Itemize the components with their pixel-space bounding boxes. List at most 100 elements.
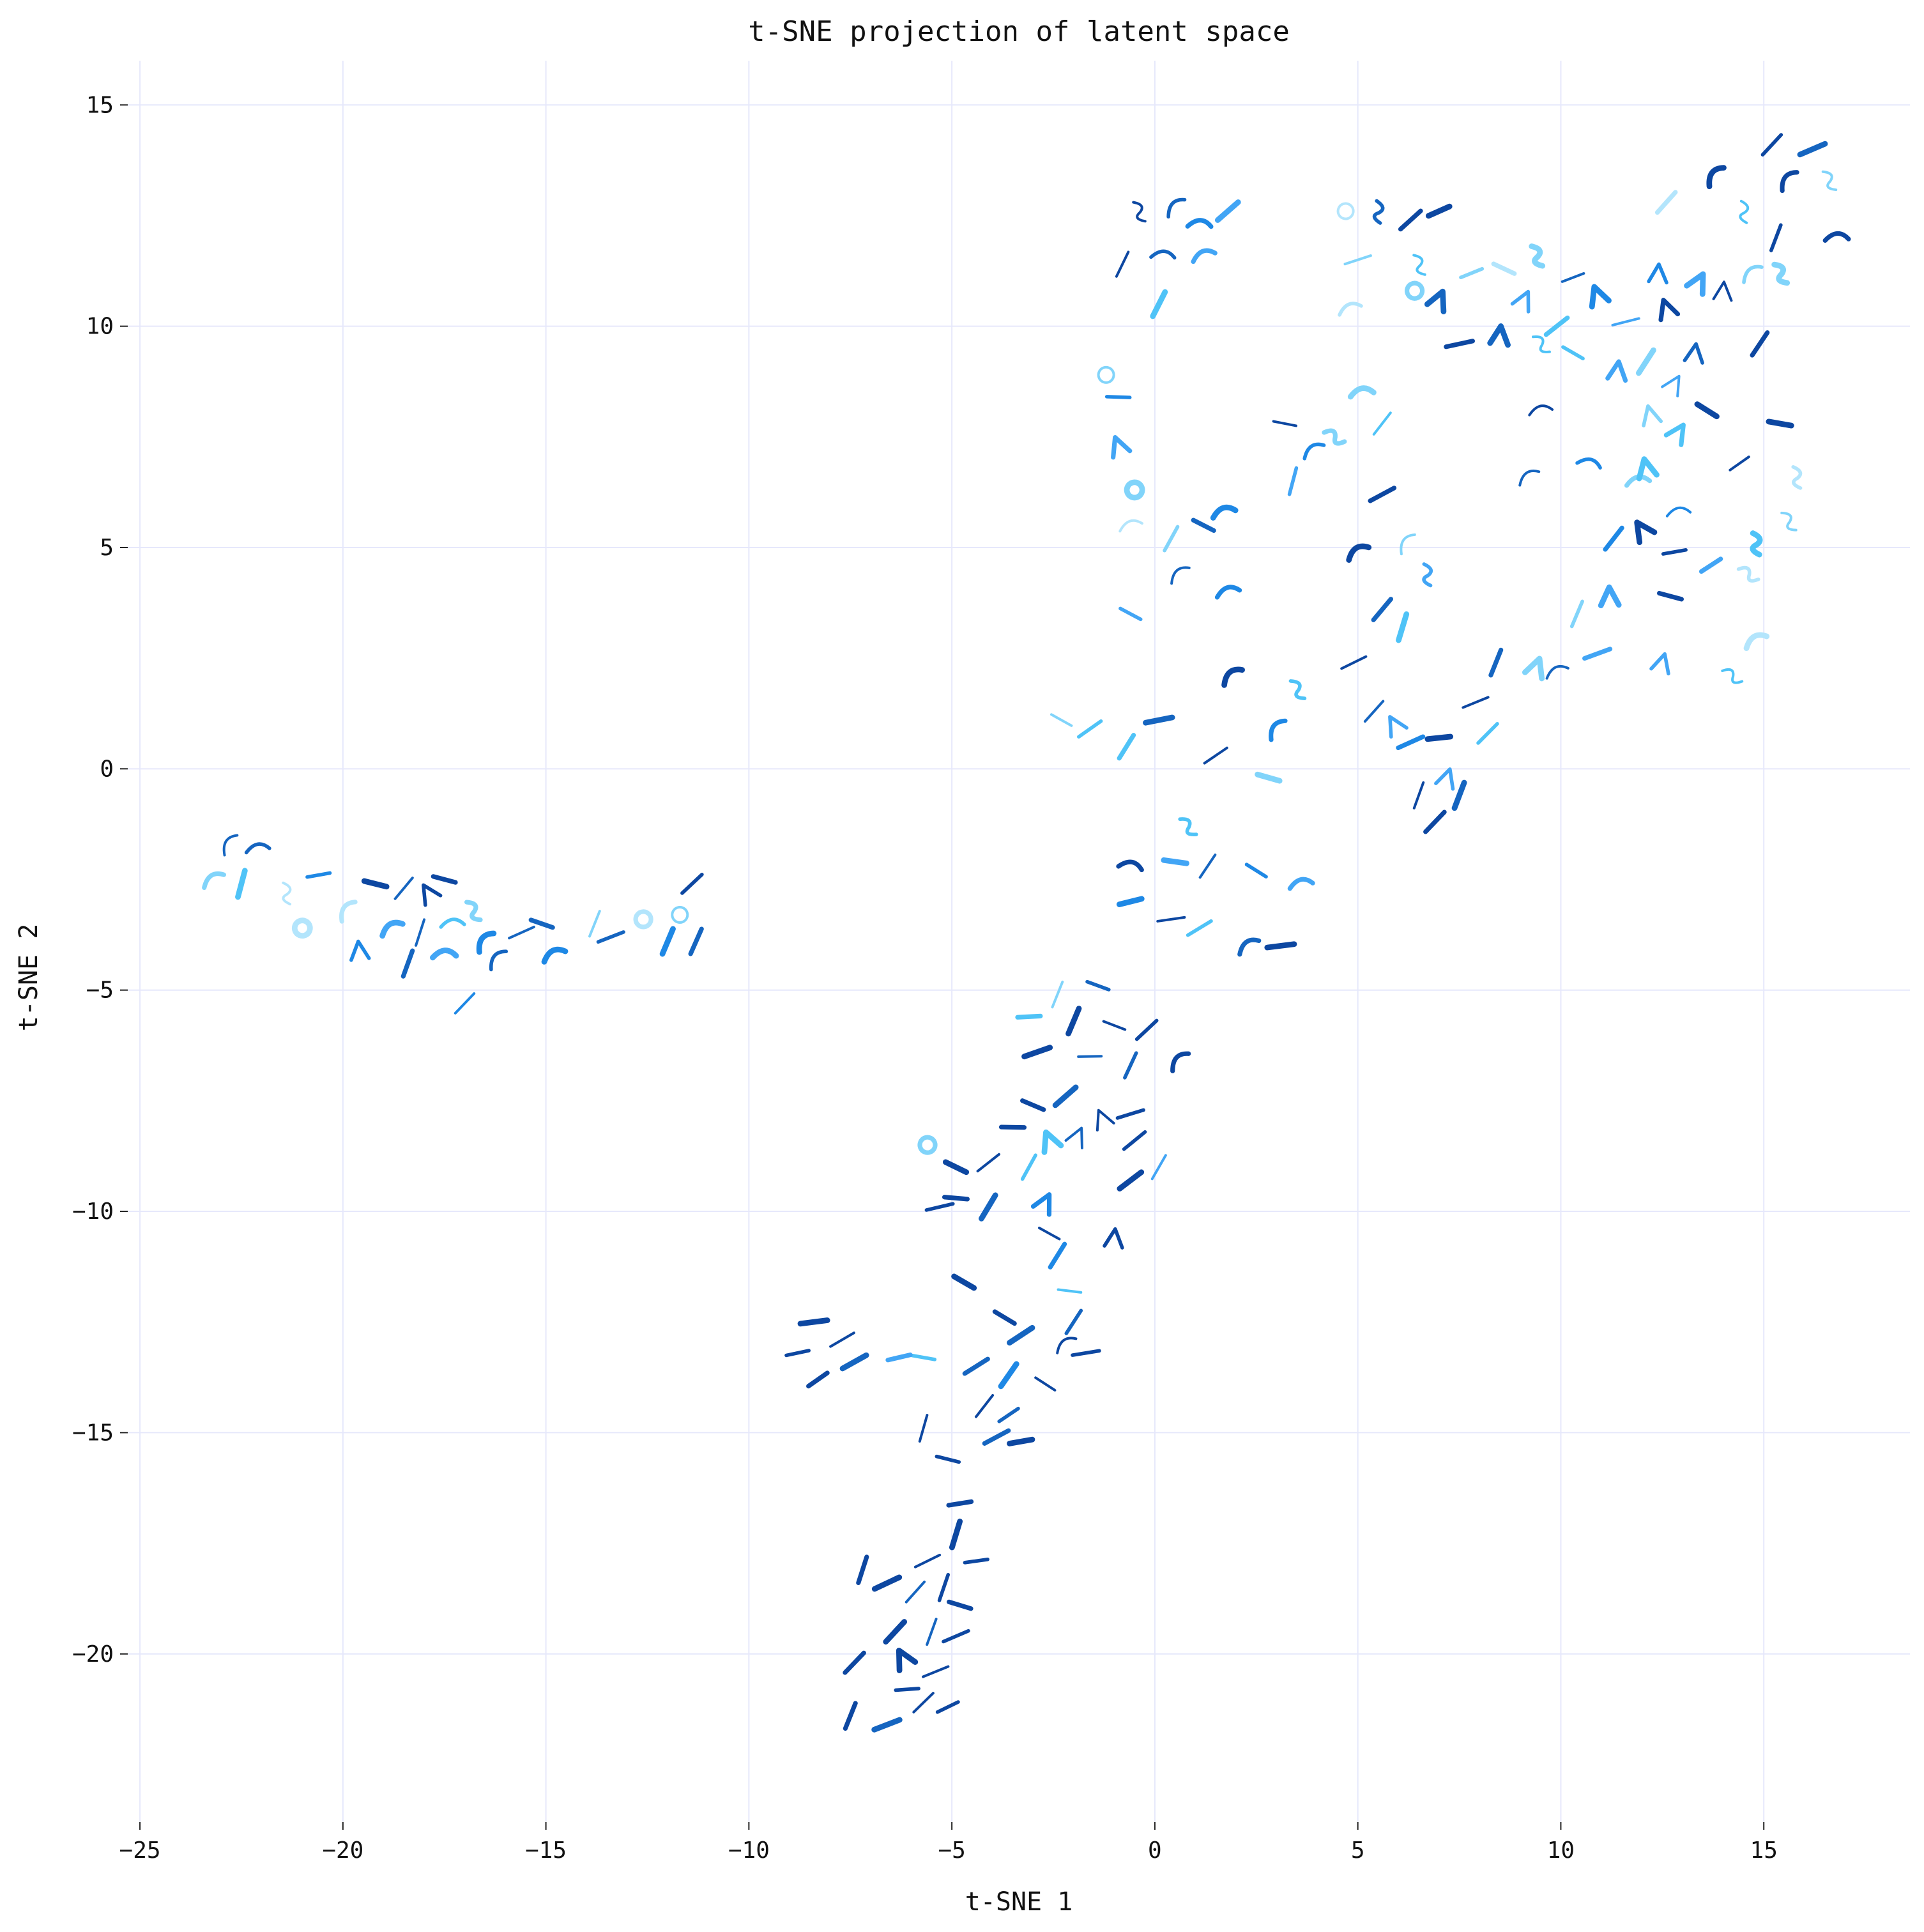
- data-point-glyph: [1712, 280, 1733, 302]
- data-point-glyph: [1346, 543, 1372, 563]
- data-point-glyph: [1143, 714, 1175, 726]
- data-point-glyph: [1170, 1051, 1191, 1073]
- data-point-glyph: [541, 946, 569, 965]
- data-point-glyph: [1269, 718, 1288, 742]
- x-tick-label: −5: [938, 1837, 965, 1864]
- data-point-glyph: [1635, 347, 1656, 376]
- data-point-glyph: [1085, 979, 1111, 992]
- data-point-glyph: [1287, 877, 1315, 891]
- data-point-glyph: [1116, 896, 1145, 907]
- data-point-glyph: [401, 948, 415, 979]
- data-point-glyph: [1077, 719, 1103, 739]
- data-point-glyph: [235, 868, 248, 900]
- data-point-glyph: [659, 926, 676, 957]
- data-point-glyph: [1372, 411, 1392, 436]
- data-point-glyph: [1340, 655, 1368, 670]
- data-point-glyph: [1649, 652, 1670, 676]
- data-point-glyph: [671, 905, 689, 924]
- data-point-glyph: [1528, 404, 1554, 417]
- data-point-glyph: [784, 1349, 811, 1358]
- data-point-glyph: [1487, 323, 1511, 348]
- data-point-glyph: [962, 1356, 990, 1376]
- data-point-glyph: [1363, 700, 1385, 723]
- y-axis-label: t-SNE 2: [14, 924, 43, 1032]
- data-point-glyph: [1488, 647, 1504, 678]
- data-point-glyph: [1237, 937, 1262, 957]
- data-point-glyph: [1642, 404, 1663, 427]
- data-point-glyph: [633, 909, 653, 930]
- data-point-glyph: [1007, 1436, 1035, 1446]
- data-point-glyph: [1743, 632, 1770, 652]
- data-point-glyph: [1561, 345, 1585, 361]
- data-point-glyph: [942, 1195, 970, 1202]
- data-point-glyph: [1020, 1098, 1046, 1112]
- data-point-glyph: [946, 1599, 973, 1611]
- data-point-glyph: [1771, 261, 1790, 286]
- data-point-glyph: [917, 1135, 938, 1155]
- data-point-glyph: [1336, 202, 1355, 220]
- data-point-glyph: [1605, 359, 1628, 383]
- data-point-glyph: [1134, 1018, 1159, 1041]
- data-point-glyph: [1423, 809, 1447, 834]
- data-point-glyph: [508, 925, 535, 940]
- data-point-glyph: [1396, 611, 1410, 643]
- data-point-glyph: [1056, 1337, 1078, 1354]
- x-tick-label: 15: [1750, 1837, 1778, 1864]
- data-point-glyph: [1123, 1051, 1138, 1080]
- data-point-glyph: [1780, 511, 1798, 532]
- data-point-glyph: [1057, 1288, 1083, 1294]
- data-point-glyph: [291, 917, 313, 939]
- data-point-glyph: [843, 1701, 858, 1731]
- data-point-glyph: [935, 1454, 961, 1464]
- data-point-glyph: [1156, 916, 1186, 923]
- data-point-glyph: [1111, 435, 1133, 460]
- data-point-glyph: [431, 874, 458, 885]
- data-point-glyph: [829, 1331, 855, 1348]
- data-point-glyph: [1244, 862, 1268, 879]
- data-point-glyph: [951, 1273, 977, 1291]
- y-tick-label: 10: [86, 314, 114, 340]
- data-point-glyph: [1191, 248, 1218, 264]
- data-point-glyph: [1769, 223, 1783, 252]
- data-point-glyph: [979, 1192, 998, 1222]
- data-point-glyph: [1654, 190, 1678, 215]
- data-point-glyph: [998, 1361, 1019, 1390]
- data-point-glyph: [1663, 422, 1686, 447]
- data-point-glyph: [1034, 1376, 1057, 1392]
- data-point-glyph: [935, 1700, 960, 1714]
- data-point-glyph: [910, 1353, 937, 1361]
- data-point-glyph: [1750, 330, 1770, 358]
- data-point-glyph: [1117, 1169, 1145, 1192]
- data-point-glyph: [998, 1124, 1027, 1130]
- data-point-glyph: [439, 917, 466, 929]
- data-point-glyph: [1822, 231, 1851, 243]
- data-point-glyph: [1119, 519, 1143, 533]
- data-point-glyph: [1444, 339, 1475, 349]
- data-point-glyph: [1657, 590, 1684, 602]
- data-point-glyph: [1611, 317, 1640, 326]
- data-point-glyph: [282, 881, 292, 906]
- data-point-glyph: [997, 1406, 1020, 1423]
- data-point-glyph: [339, 900, 358, 924]
- data-point-glyph: [1434, 767, 1455, 791]
- data-point-glyph: [1694, 401, 1720, 420]
- data-point-glyph: [1021, 1045, 1053, 1060]
- x-axis: −25 −20 −15 −10 −5 0 5 10 15: [119, 1822, 1778, 1864]
- y-tick-label: −10: [72, 1199, 114, 1225]
- x-axis-label: t-SNE 1: [965, 1887, 1073, 1917]
- data-point-glyph: [871, 1717, 903, 1733]
- data-point-glyph: [1302, 442, 1326, 461]
- y-tick-label: −15: [72, 1420, 114, 1446]
- data-point-glyph: [905, 1580, 926, 1604]
- chart-title: t-SNE projection of latent space: [748, 15, 1290, 48]
- data-point-glyph: [1396, 734, 1426, 751]
- data-point-glyph: [1736, 565, 1760, 583]
- data-point-glyph: [1424, 288, 1447, 314]
- data-point-glyph: [1545, 664, 1569, 680]
- x-tick-label: −10: [728, 1837, 770, 1864]
- data-point-glyph: [1041, 1129, 1064, 1155]
- data-point-glyph: [1338, 302, 1363, 317]
- data-point-glyph: [1582, 647, 1613, 661]
- data-point-glyph: [1030, 1192, 1052, 1217]
